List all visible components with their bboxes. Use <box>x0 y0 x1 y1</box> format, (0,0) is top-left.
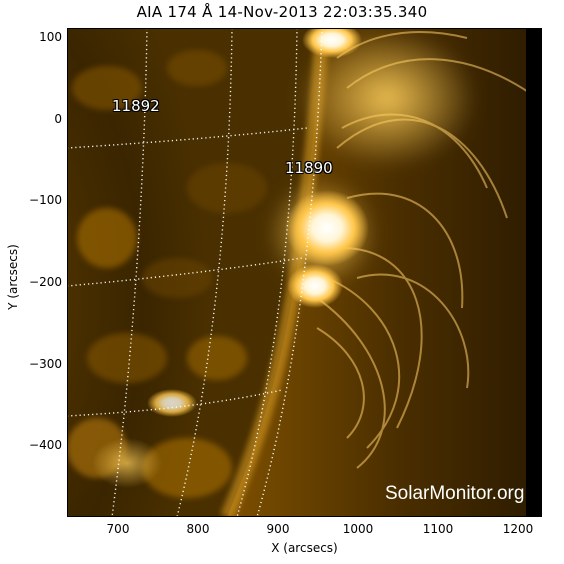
disk-texture <box>67 50 267 498</box>
y-tick-label: 100 <box>39 30 62 44</box>
y-tick-label: −200 <box>29 275 62 289</box>
disk-bright-patch <box>92 438 162 488</box>
y-tick-label: 0 <box>54 112 62 126</box>
coordinate-grid <box>67 28 323 517</box>
active-region-label: 11890 <box>285 159 333 177</box>
axis-bottom <box>67 516 542 517</box>
y-axis-label: Y (arcsecs) <box>6 244 20 310</box>
x-tick-label: 900 <box>266 522 290 536</box>
y-tick-label: −400 <box>29 438 62 452</box>
x-tick-label: 1100 <box>422 522 454 536</box>
disk-bright-patch <box>147 389 197 417</box>
x-tick-label: 1200 <box>502 522 534 536</box>
x-tick-label: 1000 <box>342 522 374 536</box>
axis-top <box>67 28 542 29</box>
flare-core <box>285 190 369 266</box>
active-region-glow <box>297 28 477 168</box>
solar-image-frame <box>67 28 542 517</box>
plot-title: AIA 174 Å 14-Nov-2013 22:03:35.340 <box>136 3 428 21</box>
watermark: SolarMonitor.org <box>385 483 525 504</box>
x-tick-label: 800 <box>186 522 210 536</box>
y-tick-label: −100 <box>29 193 62 207</box>
x-tick-label: 700 <box>106 522 130 536</box>
image-edge <box>526 28 542 517</box>
y-tick-label: −300 <box>29 357 62 371</box>
x-axis-label: X (arcsecs) <box>271 541 338 555</box>
axis-left <box>67 28 68 517</box>
limb-bright-spot <box>302 28 362 58</box>
solar-image <box>67 28 542 517</box>
flare-footpoint <box>287 264 343 308</box>
active-region-label: 11892 <box>112 97 160 115</box>
